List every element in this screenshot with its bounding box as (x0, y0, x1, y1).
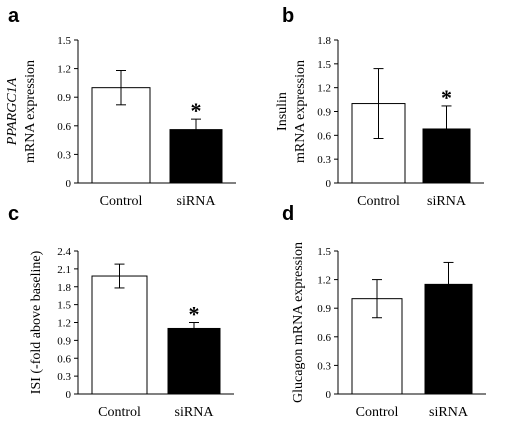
bar-c-sirna (167, 327, 221, 395)
y-axis-label-a: mRNA expression (23, 60, 38, 163)
y-axis-label-b: Insulin (275, 92, 290, 131)
y-tick-label-a: 0.9 (57, 92, 71, 104)
y-tick-label-b: 1.5 (317, 59, 331, 71)
significance-star-a: * (191, 98, 202, 123)
y-tick-label-a: 0.3 (57, 149, 71, 161)
y-tick-label-d: 0.6 (317, 332, 331, 344)
category-label-a: siRNA (177, 194, 217, 209)
category-label-d: Control (356, 405, 399, 420)
y-tick-label-b: 0 (326, 178, 332, 190)
y-tick-label-d: 1.2 (317, 275, 331, 287)
y-axis-label-a: PPARGC1A (5, 77, 20, 146)
y-tick-label-a: 1.2 (57, 64, 71, 76)
significance-star-c: * (189, 302, 200, 327)
category-label-b: Control (357, 194, 400, 209)
category-label-b: siRNA (427, 194, 467, 209)
category-label-c: Control (98, 405, 141, 420)
significance-star-b: * (441, 85, 452, 110)
panel-letter-a: a (8, 5, 20, 27)
y-tick-label-c: 2.1 (57, 264, 71, 276)
y-tick-label-d: 1.5 (317, 246, 331, 258)
y-tick-label-d: 0.3 (317, 360, 331, 372)
panel-letter-d: d (282, 203, 294, 225)
y-tick-label-a: 1.5 (57, 35, 71, 47)
y-axis-label-b: mRNA expression (293, 60, 308, 163)
y-tick-label-a: 0 (66, 178, 72, 190)
y-tick-label-c: 0.9 (57, 335, 71, 347)
y-tick-label-b: 0.9 (317, 107, 331, 119)
y-tick-label-b: 1.2 (317, 83, 331, 95)
category-label-c: siRNA (175, 405, 215, 420)
y-tick-label-b: 0.3 (317, 154, 331, 166)
y-tick-label-c: 2.4 (57, 246, 71, 258)
y-tick-label-a: 0.6 (57, 121, 71, 133)
y-tick-label-c: 1.8 (57, 282, 71, 294)
bar-a-sirna (169, 129, 223, 184)
y-tick-label-c: 0.6 (57, 353, 71, 365)
y-tick-label-c: 0.3 (57, 371, 71, 383)
y-axis-label-d: Glucagon mRNA expression (291, 242, 306, 403)
category-label-d: siRNA (429, 405, 469, 420)
y-tick-label-c: 1.2 (57, 318, 71, 330)
y-tick-label-d: 0.9 (317, 303, 331, 315)
bar-c-control (91, 275, 148, 395)
y-tick-label-d: 0 (326, 389, 332, 401)
bar-d-sirna (424, 283, 473, 395)
y-tick-label-b: 0.6 (317, 130, 331, 142)
category-label-a: Control (100, 194, 143, 209)
y-tick-label-b: 1.8 (317, 35, 331, 47)
y-axis-label-c: ISI (-fold above baseline) (29, 250, 44, 394)
y-tick-label-c: 0 (66, 389, 72, 401)
panel-letter-b: b (282, 5, 294, 27)
panel-letter-c: c (8, 203, 19, 225)
bar-b-sirna (422, 128, 471, 184)
y-tick-label-c: 1.5 (57, 300, 71, 312)
